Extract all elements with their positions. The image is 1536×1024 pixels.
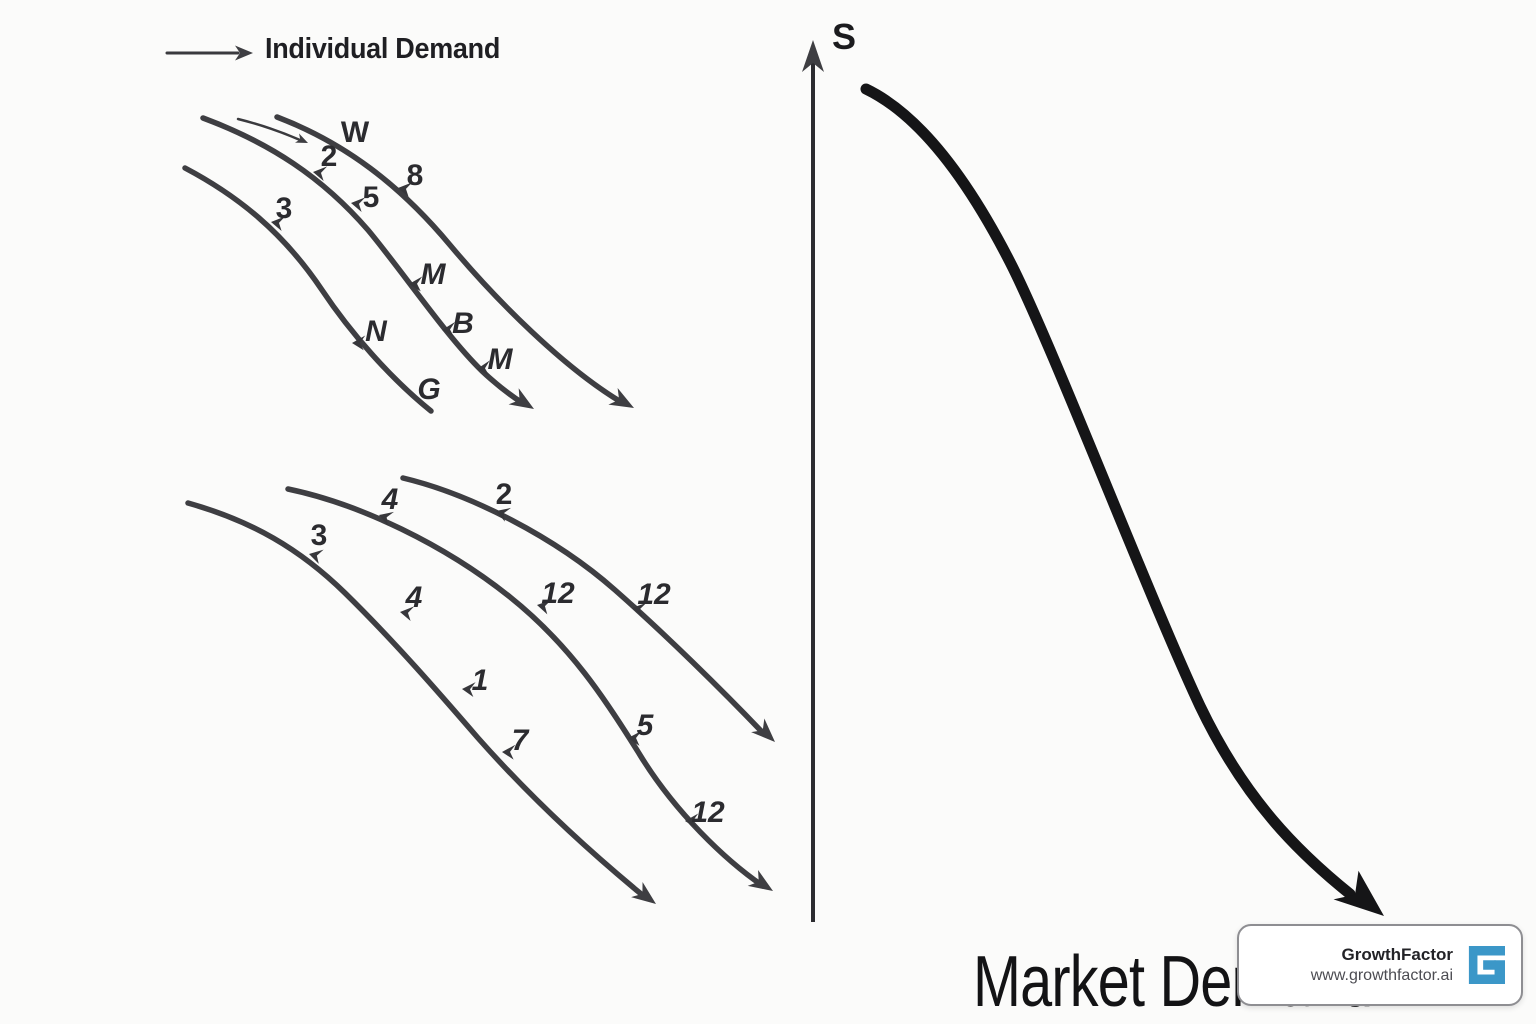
curve-point-label: 3 <box>311 519 328 552</box>
curve-point-label: 12 <box>541 577 575 610</box>
arrowhead-icon <box>631 881 656 904</box>
watermark-brand: GrowthFactor <box>1341 945 1453 965</box>
legend-arrow <box>165 45 253 61</box>
y-axis-label: S <box>832 16 857 57</box>
tick-marker-icon <box>632 602 647 618</box>
curve-point-label: 3 <box>276 192 293 225</box>
tick-group <box>271 166 490 376</box>
small-arrowhead-icon <box>295 133 308 143</box>
arrowhead-icon <box>747 869 773 891</box>
curve-point-label: B <box>452 307 474 340</box>
bottom-demand-cluster: 4 2 3 4 12 12 1 5 7 12 <box>185 475 775 904</box>
legend-arrowhead-icon <box>235 45 253 61</box>
curve-point-label: W <box>341 116 370 149</box>
curve-point-label: M <box>421 258 447 291</box>
label-group: 4 2 3 4 12 12 1 5 7 12 <box>311 478 725 829</box>
tick-marker-icon <box>477 360 490 376</box>
watermark-url: www.growthfactor.ai <box>1310 966 1453 984</box>
legend-label: Individual Demand <box>265 33 501 65</box>
arrowhead-icon <box>751 718 775 742</box>
market-demand-arrowhead-icon <box>1333 870 1384 916</box>
individual-demand-curve-top-middle <box>200 115 527 407</box>
market-demand-curve <box>860 83 1356 900</box>
curve-point-label: 7 <box>512 724 530 757</box>
tick-group <box>309 507 699 829</box>
tick-marker-icon <box>313 166 328 181</box>
tick-marker-icon <box>351 197 366 212</box>
curve-point-label: 2 <box>321 140 338 173</box>
curve-point-label: 8 <box>407 159 424 192</box>
watermark-card[interactable]: GrowthFactor www.growthfactor.ai <box>1237 924 1523 1006</box>
curve-point-label: 5 <box>637 709 655 742</box>
tick-marker-icon <box>379 511 394 526</box>
tick-marker-icon <box>271 216 286 231</box>
tick-marker-icon <box>309 549 324 564</box>
individual-demand-curve-bottom-left <box>185 500 649 901</box>
curve-point-label: 12 <box>637 578 671 611</box>
individual-demand-curve-bottom-right <box>400 475 767 737</box>
tick-marker-icon <box>352 335 366 351</box>
curve-point-label: G <box>417 373 440 406</box>
tick-marker-icon <box>628 730 642 746</box>
tick-marker-icon <box>400 606 415 621</box>
tick-marker-icon <box>398 182 413 197</box>
market-demand <box>860 83 1384 916</box>
arrowhead-icon <box>608 388 634 408</box>
curve-point-label: 2 <box>496 478 513 511</box>
tick-marker-icon <box>496 507 511 522</box>
curve-point-label: 1 <box>472 664 489 697</box>
small-demand-arrow <box>236 117 302 142</box>
curve-point-label: 12 <box>691 796 725 829</box>
tick-marker-icon <box>462 682 476 698</box>
curve-point-label: 4 <box>405 581 423 614</box>
curve-point-label: M <box>488 343 514 376</box>
individual-demand-curve-top-right <box>274 114 624 405</box>
individual-demand-curve-top-left <box>182 165 434 414</box>
y-axis-arrowhead-icon <box>802 40 824 72</box>
tick-marker-icon <box>442 322 455 337</box>
tick-marker-icon <box>409 276 423 292</box>
tick-marker-icon <box>685 813 699 829</box>
curve-point-label: 4 <box>381 483 399 516</box>
tick-marker-icon <box>537 599 552 615</box>
curve-point-label: 5 <box>363 181 380 214</box>
growthfactor-logo-icon <box>1468 946 1505 984</box>
y-axis <box>802 40 824 922</box>
watermark-text: GrowthFactor www.growthfactor.ai <box>1311 944 1453 985</box>
tick-marker-icon <box>502 744 516 760</box>
arrowhead-icon <box>508 388 534 409</box>
curve-point-label: N <box>365 315 388 348</box>
